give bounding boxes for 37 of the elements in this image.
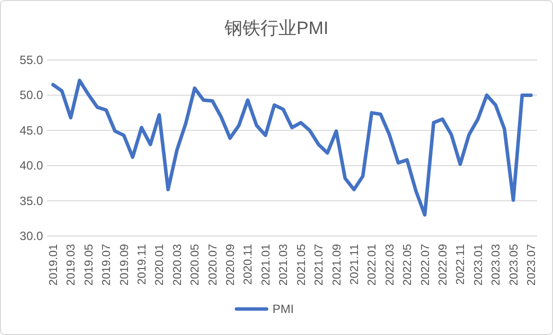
x-tick-label: 2020.05 <box>190 244 202 286</box>
x-tick-label: 2023.07 <box>526 244 538 286</box>
x-tick-label: 2020.01 <box>154 244 166 286</box>
y-tick-label: 30.0 <box>20 229 44 243</box>
line-series <box>51 78 533 217</box>
x-tick-label: 2022.05 <box>402 244 414 286</box>
y-tick-label: 35.0 <box>20 194 44 208</box>
x-tick-label: 2019.05 <box>83 244 96 286</box>
x-tick-label: 2020.11 <box>242 244 255 285</box>
x-tick-label: 2023.05 <box>508 244 520 286</box>
x-tick-label: 2021.09 <box>331 244 344 286</box>
chart-title: 钢铁行业PMI <box>223 18 329 38</box>
y-tick-label: 40.0 <box>20 158 44 173</box>
x-tick-label: 2019.07 <box>101 244 114 286</box>
x-tick-label: 2019.11 <box>136 244 149 285</box>
y-tick-label: 45.0 <box>20 123 44 138</box>
x-tick-label: 2019.01 <box>48 244 60 286</box>
x-tick-label: 2021.11 <box>348 244 361 285</box>
x-tick-label: 2021.03 <box>278 244 290 286</box>
x-tick-label: 2021.01 <box>260 244 272 286</box>
x-tick-label: 2023.01 <box>472 244 485 286</box>
x-tick-label: 2020.07 <box>207 244 220 286</box>
x-tick-label: 2022.09 <box>437 244 450 286</box>
x-tick-label: 2022.03 <box>384 244 396 286</box>
x-tick-label: 2021.05 <box>296 244 308 286</box>
x-tick-label: 2022.11 <box>455 244 468 285</box>
x-tick-label: 2022.01 <box>366 244 379 286</box>
y-tick-label: 55.0 <box>20 53 44 67</box>
x-tick-label: 2019.03 <box>66 244 78 286</box>
x-tick-label: 2020.03 <box>172 244 184 286</box>
x-tick-label: 2021.07 <box>314 244 326 286</box>
y-tick-label: 50.0 <box>20 88 44 102</box>
x-tick-label: 2022.07 <box>420 244 432 286</box>
x-tick-label: 2020.09 <box>225 244 238 286</box>
x-tick-label: 2023.03 <box>490 244 503 286</box>
x-tick-label: 2019.09 <box>118 244 131 286</box>
legend-label: PMI <box>272 302 294 316</box>
